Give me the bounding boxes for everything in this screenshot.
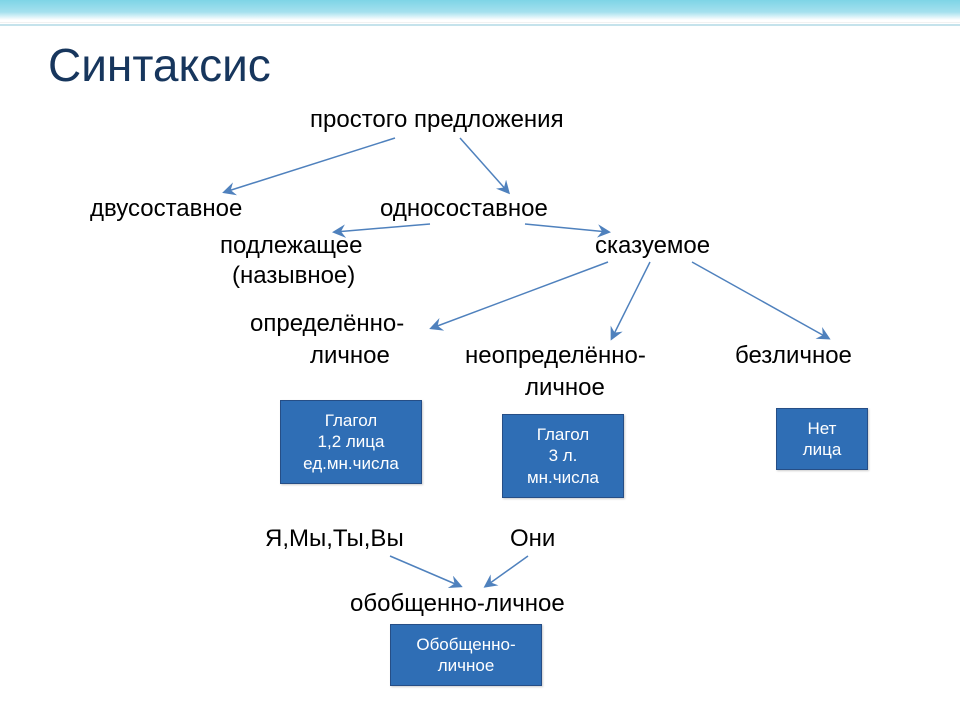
box-no-person-text: Нет лица	[803, 418, 842, 461]
header-divider-2	[0, 24, 960, 26]
node-two-part: двусоставное	[90, 195, 242, 223]
arrow-line	[432, 262, 608, 328]
node-pronouns-2: Они	[510, 525, 555, 553]
arrow-line	[335, 224, 430, 232]
node-indefinite-1: неопределённо-	[465, 342, 646, 370]
arrow-line	[460, 138, 508, 192]
arrow-line	[612, 262, 650, 338]
header-gradient	[0, 0, 960, 20]
box1-line3: ед.мн.числа	[303, 454, 399, 473]
box-generalized-text: Обобщенно- личное	[416, 634, 515, 677]
node-subject: подлежащее	[220, 232, 362, 260]
slide-subtitle: простого предложения	[310, 106, 564, 134]
box1-line2: 1,2 лица	[318, 432, 385, 451]
header-divider-1	[0, 20, 960, 22]
arrow-line	[390, 556, 460, 586]
box2-line2: 3 л.	[549, 446, 578, 465]
arrow-line	[486, 556, 528, 586]
box-verb-3-text: Глагол 3 л. мн.числа	[527, 424, 599, 488]
box4-line2: личное	[438, 656, 495, 675]
box-generalized: Обобщенно- личное	[390, 624, 542, 686]
node-predicate: сказуемое	[595, 232, 710, 260]
box-verb-1-2: Глагол 1,2 лица ед.мн.числа	[280, 400, 422, 484]
box3-line1: Нет	[808, 419, 837, 438]
node-generalized: обобщенно-личное	[350, 590, 565, 618]
node-indefinite-2: личное	[525, 374, 605, 402]
arrow-line	[692, 262, 828, 338]
box1-line1: Глагол	[325, 411, 377, 430]
arrow-line	[225, 138, 395, 192]
slide-title: Синтаксис	[48, 38, 271, 92]
box2-line3: мн.числа	[527, 468, 599, 487]
box3-line2: лица	[803, 440, 842, 459]
node-nominal: (назывное)	[232, 262, 355, 290]
node-pronouns-1: Я,Мы,Ты,Вы	[265, 525, 404, 553]
box2-line1: Глагол	[537, 425, 589, 444]
node-impersonal: безличное	[735, 342, 852, 370]
box-verb-1-2-text: Глагол 1,2 лица ед.мн.числа	[303, 410, 399, 474]
box-verb-3: Глагол 3 л. мн.числа	[502, 414, 624, 498]
box4-line1: Обобщенно-	[416, 635, 515, 654]
arrow-line	[525, 224, 608, 232]
box-no-person: Нет лица	[776, 408, 868, 470]
node-definite-2: личное	[310, 342, 390, 370]
node-one-part: односоставное	[380, 195, 548, 223]
node-definite-1: определённо-	[250, 310, 404, 338]
